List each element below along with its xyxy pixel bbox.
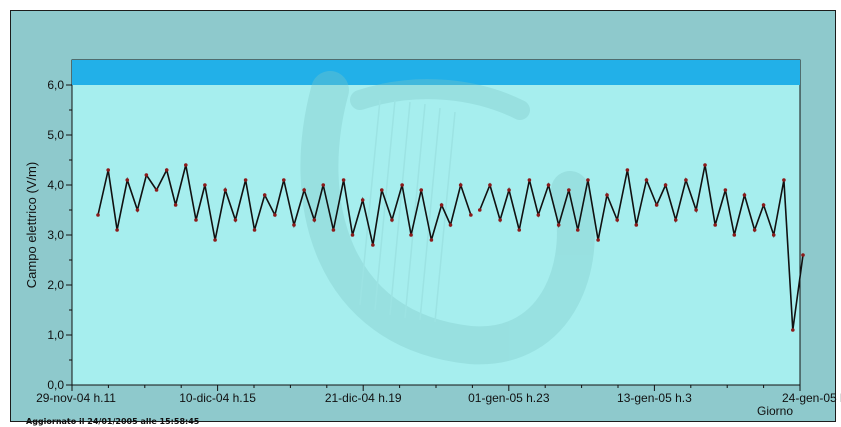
y-tick-label: 0,0 (47, 378, 64, 392)
data-point (761, 203, 766, 207)
data-point (644, 178, 649, 182)
data-point (321, 183, 326, 187)
data-point (458, 183, 463, 187)
data-point (262, 193, 267, 197)
data-point (703, 163, 707, 167)
data-point (596, 238, 600, 242)
data-point (106, 168, 110, 172)
data-point (723, 188, 728, 192)
x-tick-label: 29-nov-04 h.11 (36, 391, 116, 405)
data-point (379, 188, 384, 192)
data-point (252, 228, 257, 232)
data-point (341, 178, 346, 182)
y-tick-label: 2,0 (47, 278, 64, 292)
data-point (350, 233, 355, 237)
data-point (771, 233, 776, 237)
data-point (233, 218, 238, 222)
data-point (782, 178, 786, 182)
data-point (302, 188, 306, 192)
series-layer (96, 163, 805, 332)
data-point (517, 228, 522, 232)
data-point (439, 203, 444, 207)
x-tick-label: 10-dic-04 h.15 (179, 391, 256, 405)
data-point (663, 183, 668, 187)
data-point (546, 183, 551, 187)
data-point (477, 208, 482, 212)
data-point (567, 188, 571, 192)
data-point (144, 173, 149, 177)
data-point (752, 228, 757, 232)
data-point (586, 178, 590, 182)
data-point (625, 168, 630, 172)
x-axis-label: Giorno (757, 404, 793, 418)
data-point (694, 208, 698, 212)
y-tick-label: 6,0 (47, 78, 64, 92)
data-point (125, 178, 130, 182)
data-point (684, 178, 688, 182)
data-point (312, 218, 317, 222)
data-point (791, 328, 795, 332)
data-point (194, 218, 198, 222)
data-point (409, 233, 413, 237)
data-point (801, 253, 805, 257)
data-point (203, 183, 207, 187)
data-point (448, 223, 453, 227)
data-point (360, 198, 365, 202)
series-line (479, 164, 804, 331)
data-point (654, 203, 659, 207)
data-point (115, 228, 119, 232)
data-point (556, 223, 561, 227)
x-tick-label: 01-gen-05 h.23 (468, 391, 550, 405)
data-point (154, 188, 159, 192)
data-point (400, 183, 404, 187)
data-point (213, 238, 217, 242)
y-tick-label: 3,0 (47, 228, 64, 242)
update-footer: Aggiornato il 24/01/2005 alle 15:58:45 (26, 417, 200, 426)
data-point (371, 243, 375, 247)
y-tick-label: 1,0 (47, 328, 64, 342)
x-tick-label: 24-gen-05 h. (782, 391, 841, 405)
data-point (507, 188, 511, 192)
data-point (634, 223, 639, 227)
data-point (173, 203, 178, 207)
data-point (390, 218, 394, 222)
data-point (488, 183, 492, 187)
data-point (615, 218, 620, 222)
data-point (419, 188, 424, 192)
data-point (536, 213, 541, 217)
data-point (742, 193, 747, 197)
data-point (96, 213, 100, 217)
data-point (673, 218, 678, 222)
data-point (527, 178, 532, 182)
y-tick-label: 5,0 (47, 128, 64, 142)
y-tick-label: 4,0 (47, 178, 64, 192)
x-tick-label: 13-gen-05 h.3 (617, 391, 692, 405)
x-tick-label: 21-dic-04 h.19 (325, 391, 402, 405)
data-point (713, 223, 717, 227)
data-point (281, 178, 286, 182)
watermark-harp (300, 71, 595, 365)
data-point (469, 213, 473, 217)
data-point (135, 208, 140, 212)
y-axis-label: Campo elettrico (V/m) (24, 162, 39, 288)
data-point (243, 178, 248, 182)
data-point (184, 163, 188, 167)
data-point (273, 213, 277, 217)
axes: 0,0 1,0 2,0 3,0 4,0 5,0 6,0 29-nov-04 h.11 10-di… (36, 78, 841, 405)
data-point (292, 223, 296, 227)
data-point (223, 188, 228, 192)
data-point (331, 228, 336, 232)
data-point (429, 238, 434, 242)
data-point (575, 228, 580, 232)
data-point (732, 233, 737, 237)
data-point (498, 218, 502, 222)
data-point (605, 193, 609, 197)
threshold-band (72, 60, 800, 85)
data-point (164, 168, 169, 172)
